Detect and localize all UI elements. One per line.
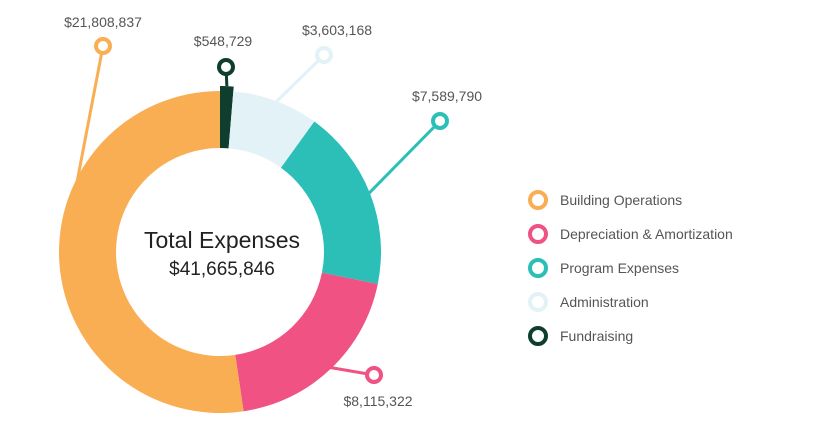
legend-item-administration[interactable]: Administration — [528, 285, 733, 319]
data-label-building-operations: $21,808,837 — [64, 14, 142, 30]
legend-marker-icon — [528, 258, 548, 278]
legend-label: Administration — [560, 294, 649, 310]
data-label-fundraising: $548,729 — [194, 33, 253, 49]
data-label-depreciation-amortization: $8,115,322 — [343, 393, 412, 409]
center-title: Total Expenses — [144, 227, 300, 253]
callout-marker-icon — [94, 37, 112, 55]
callout-marker-icon — [217, 58, 235, 76]
legend-item-fundraising[interactable]: Fundraising — [528, 319, 733, 353]
slice-program-expenses[interactable] — [280, 121, 381, 284]
legend-marker-icon — [528, 190, 548, 210]
slice-administration[interactable] — [228, 91, 315, 168]
legend-label: Fundraising — [560, 328, 634, 344]
legend-item-program-expenses[interactable]: Program Expenses — [528, 251, 733, 285]
callout-marker-icon — [365, 366, 383, 384]
legend-marker-icon — [528, 224, 548, 244]
legend-marker-icon — [528, 326, 548, 346]
legend-item-depreciation-amortization[interactable]: Depreciation & Amortization — [528, 217, 733, 251]
legend: Building Operations Depreciation & Amort… — [528, 183, 733, 353]
legend-label: Program Expenses — [560, 260, 680, 276]
legend-label: Building Operations — [560, 192, 683, 208]
data-label-administration: $3,603,168 — [302, 22, 372, 38]
callout-line — [274, 53, 326, 104]
callout-line — [59, 45, 105, 264]
legend-marker-icon — [528, 292, 548, 312]
callout-marker-icon — [315, 46, 333, 64]
callouts: $548,729 $3,603,168 $7,589,790 $8,115,322 $2… — [59, 14, 482, 409]
center-total: $41,665,846 — [169, 259, 275, 280]
legend-item-building-operations[interactable]: Building Operations — [528, 183, 733, 217]
data-label-program-expenses: $7,589,790 — [412, 88, 482, 104]
donut-slices — [59, 86, 381, 413]
slice-building-operations[interactable] — [59, 91, 244, 413]
callout-marker-icon — [431, 112, 449, 130]
slice-fundraising[interactable] — [220, 86, 234, 149]
slice-depreciation-amortization[interactable] — [235, 272, 378, 412]
legend-label: Depreciation & Amortization — [560, 226, 733, 242]
callout-line — [367, 119, 442, 196]
